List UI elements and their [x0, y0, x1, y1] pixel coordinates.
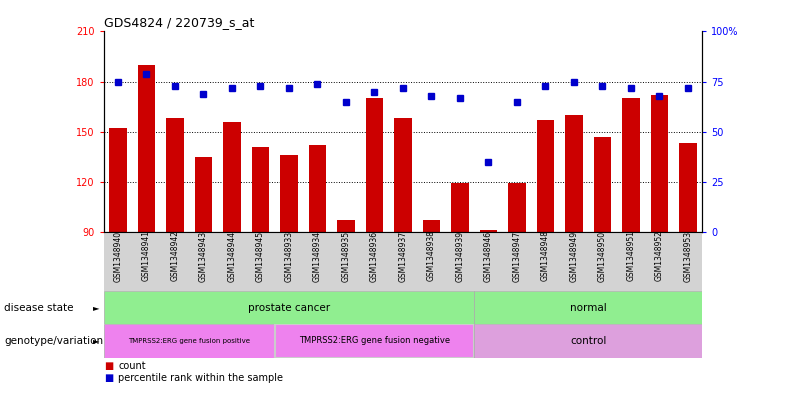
- Bar: [394, 118, 412, 232]
- Bar: [474, 291, 702, 324]
- Bar: [195, 157, 212, 232]
- Text: TMPRSS2:ERG gene fusion positive: TMPRSS2:ERG gene fusion positive: [128, 338, 251, 344]
- Bar: [508, 184, 526, 232]
- Text: count: count: [118, 361, 146, 371]
- Bar: [138, 65, 155, 232]
- Bar: [480, 230, 497, 232]
- Text: percentile rank within the sample: percentile rank within the sample: [118, 373, 283, 383]
- Bar: [252, 147, 269, 232]
- Bar: [423, 220, 440, 232]
- Text: disease state: disease state: [4, 303, 73, 312]
- Bar: [309, 145, 326, 232]
- Bar: [679, 143, 697, 232]
- Text: genotype/variation: genotype/variation: [4, 336, 103, 346]
- Text: TMPRSS2:ERG gene fusion negative: TMPRSS2:ERG gene fusion negative: [299, 336, 450, 345]
- Text: GDS4824 / 220739_s_at: GDS4824 / 220739_s_at: [104, 16, 254, 29]
- Bar: [651, 95, 668, 232]
- Text: ■: ■: [104, 373, 113, 383]
- Bar: [109, 128, 127, 232]
- Bar: [167, 118, 184, 232]
- Bar: [594, 137, 611, 232]
- Bar: [566, 115, 583, 232]
- Bar: [366, 98, 383, 232]
- Bar: [223, 122, 240, 232]
- Text: ►: ►: [93, 336, 100, 345]
- Bar: [275, 324, 474, 358]
- Bar: [280, 155, 298, 232]
- Bar: [452, 184, 468, 232]
- Bar: [622, 98, 639, 232]
- Bar: [104, 291, 474, 324]
- Text: ►: ►: [93, 303, 100, 312]
- Bar: [104, 324, 275, 358]
- Text: normal: normal: [570, 303, 606, 312]
- Text: prostate cancer: prostate cancer: [248, 303, 330, 312]
- Bar: [474, 324, 702, 358]
- Bar: [338, 220, 354, 232]
- Text: control: control: [570, 336, 606, 346]
- Bar: [537, 120, 554, 232]
- Text: ■: ■: [104, 361, 113, 371]
